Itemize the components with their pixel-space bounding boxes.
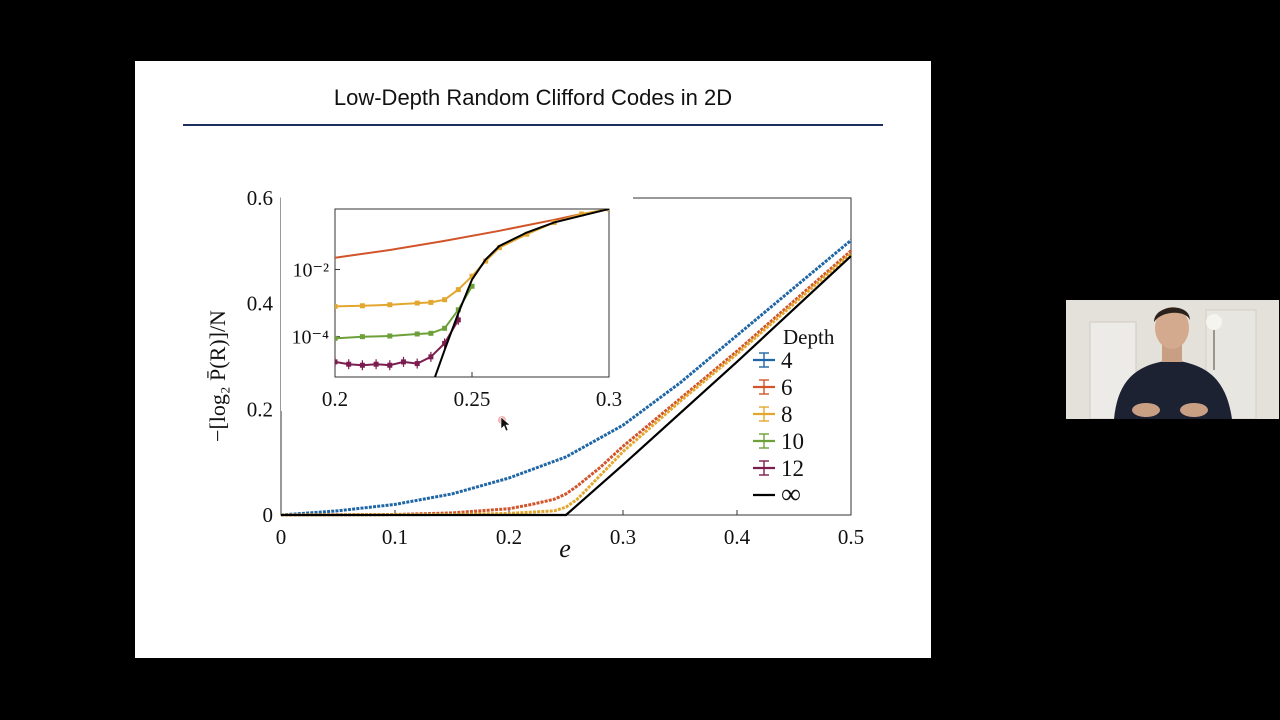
legend-label: 10 bbox=[781, 429, 804, 454]
series-line-depth-8 bbox=[280, 252, 852, 517]
inset-point bbox=[428, 299, 434, 305]
inset-y-tick-label: 10⁻² bbox=[292, 259, 329, 281]
main-x-tick-label: 0.5 bbox=[838, 525, 864, 549]
inset-point bbox=[387, 302, 393, 308]
inset-point bbox=[469, 283, 475, 289]
inset-point bbox=[524, 231, 530, 237]
inset-point bbox=[335, 303, 338, 309]
main-y-tick-label: 0 bbox=[263, 503, 274, 527]
inset-point bbox=[359, 303, 365, 309]
inset-series-line-depth-12 bbox=[335, 319, 460, 367]
mouse-pointer-icon bbox=[498, 416, 511, 432]
main-y-tick-label: 0.6 bbox=[247, 186, 273, 210]
main-y-axis-label: −[log₂ P̄(R)]/N bbox=[205, 310, 230, 442]
webcam-video bbox=[1066, 300, 1279, 419]
slide-title: Low-Depth Random Clifford Codes in 2D bbox=[333, 85, 733, 110]
legend-label: 12 bbox=[781, 456, 804, 481]
main-x-tick-label: 0.3 bbox=[610, 525, 636, 549]
inset-series-line-depth-6 bbox=[335, 213, 582, 259]
inset-x-tick-label: 0.2 bbox=[322, 387, 348, 411]
main-y-tick-label: 0.2 bbox=[247, 397, 273, 421]
inset-series-line-depth-infinity bbox=[434, 209, 609, 377]
inset-x-tick-label: 0.3 bbox=[596, 387, 622, 411]
legend-title: Depth bbox=[783, 325, 835, 349]
inset-plot-area bbox=[334, 208, 610, 378]
inset-tick-labels: 0.2 0.25 0.3 10⁻² 10⁻⁴ bbox=[291, 259, 622, 411]
inset-point bbox=[442, 325, 448, 331]
inset-point bbox=[335, 335, 338, 341]
presenter-video-icon bbox=[1066, 300, 1279, 419]
inset-point bbox=[442, 297, 448, 303]
inset-point bbox=[579, 211, 585, 217]
main-x-tick-label: 0.4 bbox=[724, 525, 751, 549]
inset-x-tick-label: 0.25 bbox=[454, 387, 491, 411]
main-x-axis-label: e bbox=[559, 534, 571, 563]
inset-series-group bbox=[335, 209, 609, 377]
legend-label: ∞ bbox=[781, 479, 801, 510]
inset-point bbox=[469, 273, 475, 279]
legend-label: 6 bbox=[781, 375, 793, 400]
series-line-depth-infinity bbox=[281, 255, 852, 517]
series-line-depth-4 bbox=[280, 239, 852, 517]
inset-point bbox=[455, 287, 461, 293]
inset-background bbox=[281, 195, 633, 411]
inset-y-tick-label: 10⁻⁴ bbox=[291, 327, 329, 349]
series-line-depth-6 bbox=[280, 249, 852, 517]
legend-label: 4 bbox=[781, 348, 793, 373]
title-rule bbox=[183, 124, 883, 126]
main-series bbox=[280, 239, 852, 517]
inset-point bbox=[455, 307, 461, 313]
inset-point bbox=[414, 300, 420, 306]
inset-point bbox=[428, 330, 434, 336]
inset-point bbox=[387, 333, 393, 339]
main-tick-labels: 0 0.1 0.2 0.3 0.4 0.5 0 0.2 0.4 0.6 bbox=[247, 186, 864, 549]
legend-label: 8 bbox=[781, 402, 793, 427]
inset-point bbox=[359, 334, 365, 340]
figure: 0 0.1 0.2 0.3 0.4 0.5 0 0.2 0.4 0.6 e −[log₂ P̄(R… bbox=[205, 186, 864, 563]
inset-series bbox=[335, 209, 609, 377]
inset-point bbox=[496, 245, 502, 251]
main-x-tick-label: 0.1 bbox=[382, 525, 408, 549]
inset-point bbox=[335, 359, 338, 365]
inset-point bbox=[414, 331, 420, 337]
main-x-tick-label: 0 bbox=[276, 525, 287, 549]
main-x-tick-label: 0.2 bbox=[496, 525, 522, 549]
main-y-tick-label: 0.4 bbox=[247, 292, 274, 316]
inset-series-line-depth-10 bbox=[335, 285, 473, 340]
